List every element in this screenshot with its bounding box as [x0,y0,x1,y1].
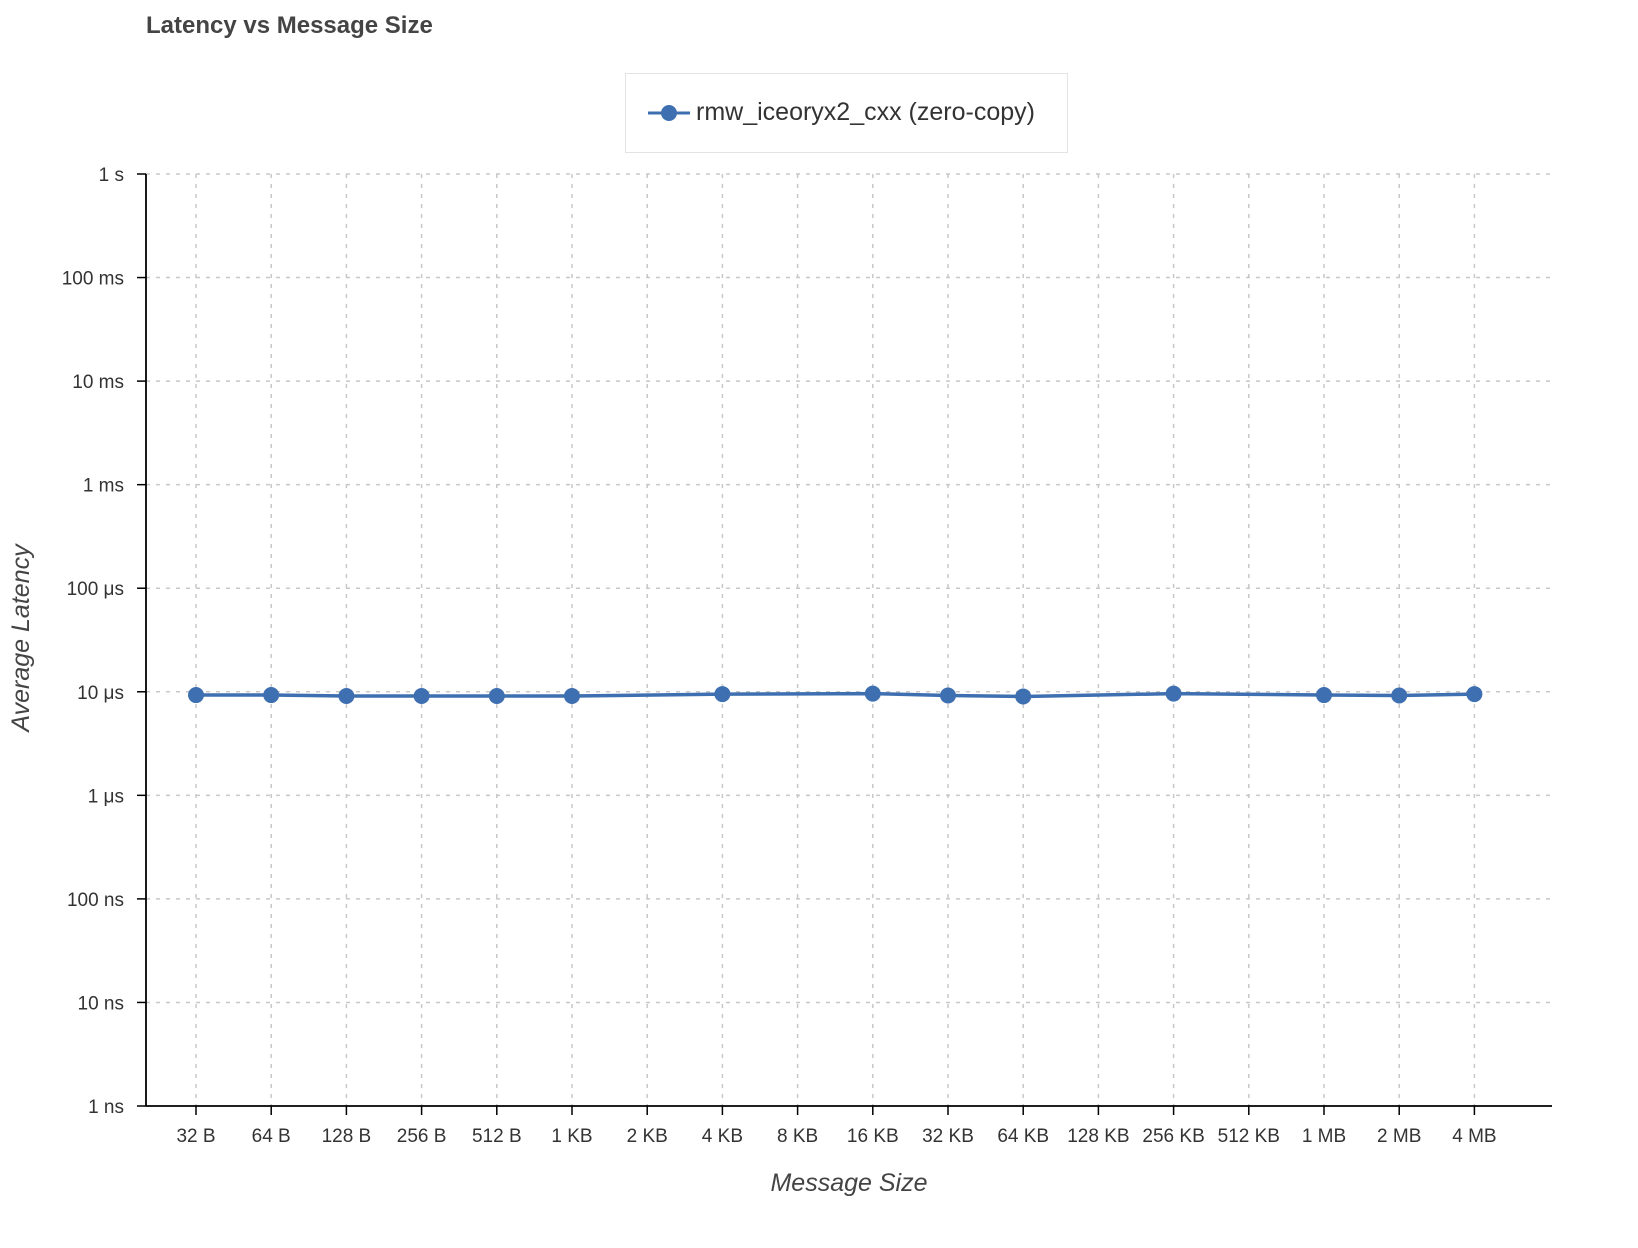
x-tick-label: 4 MB [1452,1126,1496,1147]
x-tick-label: 1 MB [1302,1126,1346,1147]
x-tick-label: 512 KB [1218,1126,1280,1147]
data-point[interactable] [1015,688,1032,705]
y-tick-label: 100 ns [67,890,124,911]
x-tick-label: 512 B [472,1126,522,1147]
x-tick-label: 256 KB [1142,1126,1204,1147]
axes [145,174,1552,1107]
legend-swatch-icon [648,105,690,121]
y-tick-label: 100 ms [62,269,124,290]
data-point[interactable] [714,686,731,703]
data-point[interactable] [188,687,204,704]
y-axis-ticks: 1 s 100 ms 10 ms 1 ms 100 μs 10 μs 1 μs 100 ns 1… [62,165,146,1118]
x-tick-label: 256 B [397,1126,447,1147]
y-tick-label: 10 μs [77,683,124,704]
data-point[interactable] [488,688,505,705]
legend-series-label: rmw_iceoryx2_cxx (zero-copy) [696,98,1035,126]
y-tick-label: 1 μs [88,786,124,807]
x-tick-label: 4 KB [702,1126,743,1147]
x-tick-label: 8 KB [777,1126,818,1147]
x-tick-label: 1 KB [551,1126,592,1147]
y-tick-label: 1 s [99,165,124,186]
y-tick-label: 10 ns [78,993,124,1014]
data-point[interactable] [413,688,430,705]
series-layer [188,685,1483,705]
x-tick-label: 64 KB [997,1126,1049,1147]
x-tick-label: 2 KB [627,1126,668,1147]
data-point[interactable] [1165,685,1182,702]
y-tick-label: 1 ms [83,476,124,497]
data-point[interactable] [564,688,580,705]
x-tick-label: 128 B [322,1126,372,1147]
x-tick-label: 32 KB [922,1126,974,1147]
data-point[interactable] [940,687,956,704]
legend[interactable]: rmw_iceoryx2_cxx (zero-copy) [625,73,1068,153]
grid-lines [146,173,1552,1106]
x-tick-label: 64 B [252,1126,291,1147]
data-point[interactable] [864,685,881,702]
series-line [196,691,1475,699]
x-tick-label: 128 KB [1067,1126,1129,1147]
data-point[interactable] [1316,687,1332,704]
x-axis-ticks: 32 B 64 B 128 B 256 B 512 B 1 KB 2 KB 4 KB 8 KB 1… [176,1106,1497,1147]
data-point[interactable] [1391,687,1408,704]
x-tick-label: 16 KB [847,1126,899,1147]
x-tick-label: 32 B [176,1126,215,1147]
data-point[interactable] [338,688,355,705]
y-tick-label: 1 ns [88,1097,124,1118]
data-point[interactable] [1466,686,1483,703]
x-axis-label: Message Size [770,1169,927,1197]
y-axis-label: Average Latency [7,543,35,734]
chart-title: Latency vs Message Size [146,12,433,39]
x-tick-label: 2 MB [1377,1126,1421,1147]
y-tick-label: 10 ms [72,372,124,393]
data-point[interactable] [263,687,280,704]
y-tick-label: 100 μs [67,579,124,600]
